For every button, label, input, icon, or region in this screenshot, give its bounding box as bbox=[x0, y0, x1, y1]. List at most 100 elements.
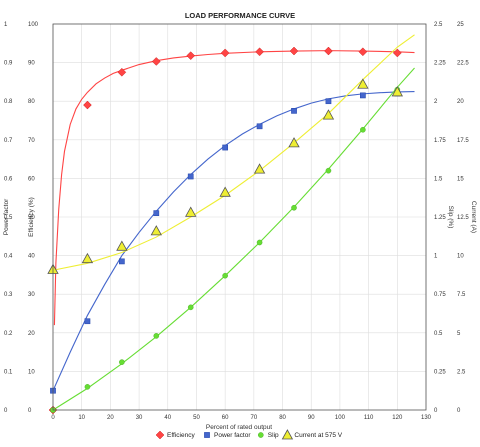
legend-efficiency-icon bbox=[155, 430, 165, 440]
x-tick-label: 70 bbox=[251, 415, 258, 421]
legend-slip-label: Slip bbox=[268, 432, 279, 439]
eff-tick-label: 60 bbox=[28, 176, 35, 182]
current-at-575-v-point bbox=[357, 78, 369, 89]
efficiency-point bbox=[289, 46, 299, 56]
eff-tick-label: 100 bbox=[28, 22, 39, 28]
slip-point bbox=[153, 333, 160, 339]
legend: Efficiency Power factor Slip Current at 575… bbox=[155, 429, 343, 440]
eff-tick-label: 50 bbox=[28, 215, 35, 221]
pf-tick-label: 0.7 bbox=[4, 138, 13, 144]
current-at-575-v-point bbox=[81, 252, 94, 264]
eff-tick-label: 10 bbox=[28, 369, 35, 375]
slip-tick-label: 2.25 bbox=[434, 61, 446, 67]
x-tick-labels: 0 10 20 30 40 50 60 70 80 90 100 110 120 130 bbox=[51, 415, 431, 421]
series-curves bbox=[52, 34, 415, 411]
power-factor-point bbox=[187, 173, 194, 180]
power-factor-point bbox=[360, 92, 366, 99]
x-tick-label: 120 bbox=[392, 415, 403, 421]
cur-tick-label: 20 bbox=[457, 99, 464, 105]
power-factor-line bbox=[52, 91, 415, 391]
pf-tick-label: 0.5 bbox=[4, 215, 13, 221]
slip-tick-labels: 0 0.25 0.5 0.75 1 1.25 1.5 1.75 2 2.25 2.5 bbox=[434, 22, 446, 414]
efficiency-point bbox=[392, 48, 402, 58]
power-factor-point bbox=[222, 144, 229, 151]
slip-point bbox=[360, 126, 366, 133]
efficiency-point bbox=[117, 67, 127, 77]
legend-efficiency-label: Efficiency bbox=[167, 432, 195, 439]
slip-axis-label: Slip (%) bbox=[447, 206, 454, 229]
x-tick-label: 20 bbox=[107, 415, 114, 421]
power-factor-point bbox=[84, 318, 91, 325]
efficiency-point bbox=[186, 51, 196, 61]
slip-point bbox=[119, 359, 125, 365]
plot-area-frame bbox=[52, 23, 427, 411]
power-factor-point bbox=[119, 258, 125, 265]
slip-tick-label: 2 bbox=[434, 99, 438, 105]
x-tick-label: 90 bbox=[308, 415, 315, 421]
cur-tick-label: 12.5 bbox=[457, 215, 469, 221]
efficiency-point bbox=[324, 46, 333, 56]
current-at-575-v-point bbox=[391, 86, 403, 97]
cur-tick-label: 22.5 bbox=[457, 61, 469, 67]
current-at-575-v-line bbox=[52, 34, 415, 271]
eff-tick-label: 40 bbox=[28, 254, 35, 260]
slip-point bbox=[84, 384, 91, 390]
efficiency-axis-label: Efficiency (%) bbox=[28, 197, 35, 237]
slip-point bbox=[222, 272, 228, 279]
slip-tick-label: 1.5 bbox=[434, 176, 443, 182]
x-tick-label: 130 bbox=[421, 415, 432, 421]
slip-line bbox=[52, 67, 415, 411]
efficiency-point bbox=[220, 48, 230, 58]
eff-tick-label: 70 bbox=[28, 138, 35, 144]
slip-tick-label: 0 bbox=[434, 408, 438, 414]
power-factor-point bbox=[153, 210, 160, 216]
pf-tick-label: 0.6 bbox=[4, 176, 13, 182]
pf-tick-label: 0.3 bbox=[4, 292, 13, 298]
power-factor-axis-label: Power factor bbox=[3, 198, 10, 235]
cur-tick-label: 10 bbox=[457, 254, 464, 260]
eff-tick-label: 90 bbox=[28, 61, 35, 67]
cur-tick-label: 17.5 bbox=[457, 138, 469, 144]
pf-tick-label: 1 bbox=[4, 22, 8, 28]
eff-tick-label: 0 bbox=[28, 408, 32, 414]
efficiency-point bbox=[83, 100, 92, 110]
efficiency-point bbox=[255, 47, 264, 57]
x-tick-label: 0 bbox=[51, 415, 55, 421]
x-tick-label: 80 bbox=[279, 415, 286, 421]
x-tick-label: 50 bbox=[193, 415, 200, 421]
current-at-575-v-point bbox=[219, 186, 231, 197]
grid bbox=[52, 23, 427, 411]
current-at-575-v-point bbox=[322, 109, 335, 120]
slip-tick-label: 0.25 bbox=[434, 369, 446, 375]
chart-title: LOAD PERFORMANCE CURVE bbox=[185, 11, 295, 20]
power-factor-point bbox=[325, 98, 332, 105]
pf-tick-label: 0.9 bbox=[4, 61, 13, 67]
x-tick-label: 110 bbox=[364, 415, 374, 421]
power-factor-point bbox=[291, 108, 297, 114]
x-tick-label: 100 bbox=[335, 415, 346, 421]
current-at-575-v-point bbox=[185, 206, 197, 217]
x-tick-label: 60 bbox=[222, 415, 229, 421]
pf-tick-label: 0.2 bbox=[4, 331, 13, 337]
power-factor-tick-labels: 0 0.1 0.2 0.3 0.4 0.5 0.6 0.7 0.8 0.9 1 bbox=[4, 22, 13, 414]
slip-tick-label: 0.5 bbox=[434, 331, 443, 337]
current-at-575-v-point bbox=[116, 240, 128, 251]
legend-current-at-575-v-label: Current at 575 V bbox=[294, 432, 342, 439]
slip-point bbox=[187, 304, 194, 311]
pf-tick-label: 0.1 bbox=[4, 369, 13, 375]
cur-tick-label: 25 bbox=[457, 22, 464, 28]
cur-tick-label: 15 bbox=[457, 176, 464, 182]
pf-tick-label: 0 bbox=[4, 408, 8, 414]
x-tick-label: 40 bbox=[164, 415, 171, 421]
cur-tick-label: 5 bbox=[457, 331, 461, 337]
pf-tick-label: 0.4 bbox=[4, 254, 13, 260]
x-axis-label: Percent of rated output bbox=[206, 424, 272, 431]
cur-tick-label: 7.5 bbox=[457, 292, 466, 298]
efficiency-tick-labels: 0 10 20 30 40 50 60 70 80 90 100 bbox=[28, 22, 39, 414]
slip-tick-label: 0.75 bbox=[434, 292, 446, 298]
pf-tick-label: 0.8 bbox=[4, 99, 13, 105]
slip-tick-label: 2.5 bbox=[434, 22, 443, 28]
efficiency-point bbox=[358, 47, 368, 57]
efficiency-point bbox=[151, 57, 161, 66]
slip-tick-label: 1.75 bbox=[434, 138, 446, 144]
